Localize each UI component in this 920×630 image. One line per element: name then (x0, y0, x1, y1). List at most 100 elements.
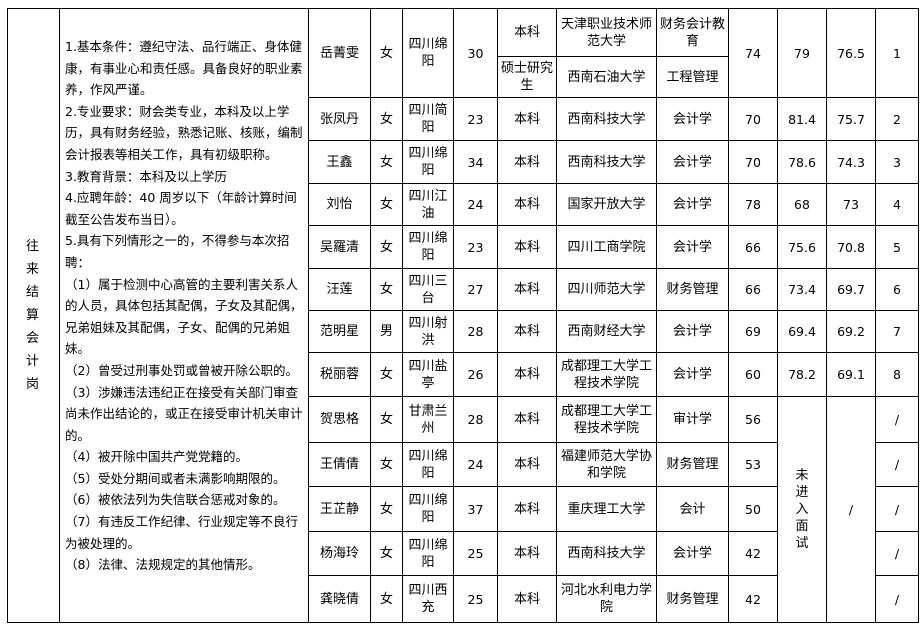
candidate-degree: 硕士研究生 (497, 56, 557, 98)
total-score: 73 (826, 183, 876, 226)
written-score: 56 (728, 396, 778, 443)
candidate-major: 财务会计教育 (656, 8, 729, 57)
candidate-major: 会计学 (656, 97, 729, 141)
rank: 6 (875, 268, 919, 311)
interview-score: 69.4 (777, 310, 827, 353)
candidate-name: 税丽蓉 (308, 352, 371, 397)
requirement-item: 3.教育背景：本科及以上学历 (65, 168, 227, 184)
candidate-age: 30 (453, 8, 498, 98)
table-row: 王倩倩女四川绵阳 24 本科 福建师范大学协和学院 财务管理 53 / (8, 442, 919, 487)
candidate-age: 24 (453, 442, 498, 487)
candidate-degree: 本科 (497, 531, 557, 576)
candidate-gender: 女 (370, 352, 403, 397)
candidate-name: 范明星 (308, 310, 371, 353)
candidate-major: 会计学 (656, 531, 729, 576)
total-score-na: / (826, 396, 876, 623)
candidate-origin: 甘肃兰州 (402, 396, 454, 443)
requirement-item: （5）受处分期间或者未满影响期限的。 (65, 470, 286, 486)
rank: 5 (875, 225, 919, 269)
candidate-gender: 女 (370, 97, 403, 141)
candidate-degree: 本科 (497, 396, 557, 443)
candidate-major: 会计学 (656, 183, 729, 226)
rank: 3 (875, 140, 919, 184)
candidate-origin: 四川绵阳 (402, 531, 454, 576)
candidate-school: 福建师范大学协和学院 (556, 442, 657, 487)
rank: / (875, 575, 919, 623)
candidate-school: 河北水利电力学院 (556, 575, 657, 623)
candidate-degree: 本科 (497, 575, 557, 623)
table-row: 硕士研究生 西南石油大学 工程管理 (8, 56, 919, 98)
candidate-degree: 本科 (497, 97, 557, 141)
candidate-origin: 四川绵阳 (402, 486, 454, 532)
candidate-degree: 本科 (497, 225, 557, 269)
table-row: 王芷静女四川绵阳 37 本科 重庆理工大学 会计 50 / (8, 486, 919, 532)
interview-score: 78.6 (777, 140, 827, 184)
candidate-major: 会计学 (656, 310, 729, 353)
written-score: 74 (728, 8, 778, 98)
written-score: 66 (728, 225, 778, 269)
requirement-item: 5.具有下列情形之一的，不得参与本次招聘： (65, 233, 290, 270)
candidate-degree: 本科 (497, 183, 557, 226)
requirement-item: 1.基本条件：遵纪守法、品行端正、身体健康，有事业心和责任感。具备良好的职业素养… (65, 39, 303, 98)
written-score: 42 (728, 575, 778, 623)
interview-score: 68 (777, 183, 827, 226)
candidate-school: 西南科技大学 (556, 97, 657, 141)
rank: 8 (875, 352, 919, 397)
total-score: 69.7 (826, 268, 876, 311)
total-score: 69.2 (826, 310, 876, 353)
candidate-age: 37 (453, 486, 498, 532)
interview-score: 78.2 (777, 352, 827, 397)
table-row: 汪莲女四川三台 27 本科 四川师范大学 财务管理 66 73.4 69.7 6 (8, 268, 919, 311)
candidate-name: 吴羅清 (308, 225, 371, 269)
candidate-name: 贺思格 (308, 396, 371, 443)
candidate-gender: 男 (370, 310, 403, 353)
total-score: 75.7 (826, 97, 876, 141)
candidate-age: 28 (453, 310, 498, 353)
candidate-gender: 女 (370, 575, 403, 623)
candidate-gender: 女 (370, 396, 403, 443)
candidate-school: 国家开放大学 (556, 183, 657, 226)
requirement-item: （8）法律、法规规定的其他情形。 (65, 557, 261, 573)
candidate-age: 28 (453, 396, 498, 443)
written-score: 53 (728, 442, 778, 487)
candidate-origin: 四川绵阳 (402, 8, 454, 98)
candidate-degree: 本科 (497, 140, 557, 184)
candidate-degree: 本科 (497, 310, 557, 353)
not-interviewed-cell: 未进入面试 (777, 396, 827, 623)
candidate-age: 34 (453, 140, 498, 184)
written-score: 60 (728, 352, 778, 397)
rank: / (875, 442, 919, 487)
candidate-origin: 四川三台 (402, 268, 454, 311)
requirement-item: （2）曾受过刑事处罚或曾被开除公职的。 (65, 362, 298, 378)
candidate-gender: 女 (370, 442, 403, 487)
table-row: 税丽蓉女四川盐亭 26 本科 成都理工大学工程技术学院 会计学 60 78.2 69.1 8 (8, 352, 919, 397)
candidate-origin: 四川绵阳 (402, 442, 454, 487)
candidate-age: 25 (453, 575, 498, 623)
requirement-item: （3）涉嫌违法违纪正在接受有关部门审查尚未作出结论的，或正在接受审计机关审计的。 (65, 384, 303, 443)
candidate-major: 会计 (656, 486, 729, 532)
table-row: 往来结算会计岗 1.基本条件：遵纪守法、品行端正、身体健康，有事业心和责任感。具备… (7, 8, 919, 623)
table-row: 杨海玲女四川绵阳 25 本科 西南科技大学 会计学 42 / (8, 531, 919, 576)
rank: 1 (875, 8, 919, 98)
written-score: 78 (728, 183, 778, 226)
requirement-item: 2.专业要求：财会类专业，本科及以上学历，具有财务经验，熟悉记账、核账，编制会计… (65, 103, 303, 162)
candidate-age: 24 (453, 183, 498, 226)
candidate-origin: 四川盐亭 (402, 352, 454, 397)
interview-score: 75.6 (777, 225, 827, 269)
total-score: 70.8 (826, 225, 876, 269)
candidate-degree: 本科 (497, 442, 557, 487)
candidate-name: 刘怡 (308, 183, 371, 226)
candidate-school: 西南财经大学 (556, 310, 657, 353)
candidate-age: 25 (453, 531, 498, 576)
requirement-item: （6）被依法列为失信联合惩戒对象的。 (65, 492, 286, 508)
candidate-name: 王倩倩 (308, 442, 371, 487)
candidate-age: 27 (453, 268, 498, 311)
candidate-origin: 四川绵阳 (402, 140, 454, 184)
candidate-name: 王芷静 (308, 486, 371, 532)
total-score: 69.1 (826, 352, 876, 397)
requirement-item: 4.应聘年龄：40 周岁以下（年龄计算时间截至公告发布当日）。 (65, 190, 297, 227)
candidate-name: 岳菁雯 (308, 8, 371, 98)
total-score: 74.3 (826, 140, 876, 184)
table-row: 张凤丹女四川简阳 23 本科 西南科技大学 会计学 70 81.4 75.7 2 (8, 97, 919, 141)
requirement-item: （4）被开除中国共产党党籍的。 (65, 449, 248, 465)
